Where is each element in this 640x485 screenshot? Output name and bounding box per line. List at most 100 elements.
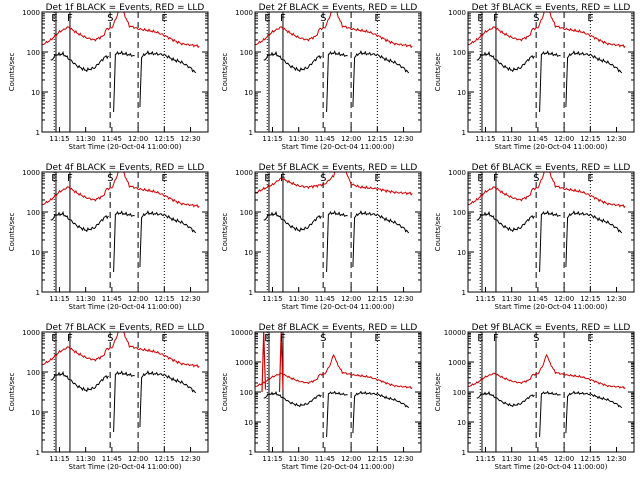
x-tick-label: 11:15 [262, 135, 282, 143]
x-tick-label: 11:45 [315, 295, 335, 303]
lld-series-line [42, 12, 200, 49]
marker-label: F [493, 173, 499, 184]
marker-label: E [374, 173, 380, 184]
marker-label: E [477, 173, 483, 184]
y-tick-label: 100 [453, 389, 466, 397]
marker-label: E [51, 13, 57, 24]
lld-series-line [255, 172, 413, 196]
marker-label: F [280, 333, 286, 344]
y-tick-label: 10 [244, 89, 253, 97]
plot-area [42, 172, 200, 292]
marker-label: F [493, 333, 499, 344]
x-tick-label: 12:15 [154, 135, 174, 143]
x-tick-label: 12:00 [128, 295, 148, 303]
panel-title: Det 5f BLACK = Events, RED = LLD [259, 163, 418, 173]
y-tick-label: 10 [31, 409, 40, 417]
y-tick-label: 1 [462, 129, 466, 137]
x-tick-label: 11:30 [289, 135, 309, 143]
marker-label: F [67, 333, 73, 344]
events-series-line [113, 50, 135, 113]
plot-area [468, 332, 626, 452]
x-tick-label: 12:15 [154, 455, 174, 463]
x-tick-label: 12:30 [393, 455, 413, 463]
lld-spike [278, 332, 284, 393]
x-axis-label: Start Time (20-Oct-04 11:00:00) [282, 463, 395, 471]
x-tick-label: 11:15 [262, 455, 282, 463]
events-series-line [476, 391, 535, 408]
marker-label: E [264, 333, 270, 344]
lld-spike [261, 332, 267, 393]
y-tick-label: 100 [27, 49, 40, 57]
x-axis-label: Start Time (20-Oct-04 11:00:00) [69, 143, 182, 151]
events-series-line [539, 390, 561, 438]
x-axis-label: Start Time (20-Oct-04 11:00:00) [282, 303, 395, 311]
y-axis-label: Counts/sec [434, 53, 442, 92]
x-tick-label: 12:15 [580, 455, 600, 463]
y-axis-label: Counts/sec [8, 213, 16, 252]
marker-label: S [320, 333, 326, 344]
x-tick-label: 12:30 [606, 455, 626, 463]
panel-title: Det 8f BLACK = Events, RED = LLD [259, 323, 418, 333]
plot-area [255, 332, 413, 452]
y-tick-label: 1 [249, 289, 253, 297]
y-tick-label: 1000 [22, 169, 40, 177]
x-axis-label: Start Time (20-Oct-04 11:00:00) [495, 463, 608, 471]
x-tick-label: 12:15 [367, 455, 387, 463]
marker-label: S [320, 13, 326, 24]
y-tick-label: 1000 [22, 329, 40, 337]
x-tick-label: 12:15 [367, 135, 387, 143]
x-tick-label: 12:00 [128, 135, 148, 143]
marker-label: S [533, 173, 539, 184]
plot-area [255, 12, 413, 132]
events-series-line [113, 370, 135, 433]
x-tick-label: 11:30 [289, 295, 309, 303]
y-tick-label: 1 [36, 449, 40, 457]
y-tick-label: 10 [457, 249, 466, 257]
x-tick-label: 12:15 [367, 295, 387, 303]
marker-label: E [477, 13, 483, 24]
x-tick-label: 11:30 [76, 455, 96, 463]
y-tick-label: 100 [27, 209, 40, 217]
x-tick-label: 11:30 [502, 455, 522, 463]
x-tick-label: 11:30 [289, 455, 309, 463]
x-tick-label: 12:00 [341, 295, 361, 303]
marker-label: S [107, 173, 113, 184]
events-series-line [539, 210, 561, 273]
lld-series-line [255, 353, 413, 390]
marker-label: F [493, 13, 499, 24]
y-axis-label: Counts/sec [221, 213, 229, 252]
lld-series-line [468, 12, 626, 49]
x-tick-label: 11:45 [528, 455, 548, 463]
marker-label: S [320, 173, 326, 184]
plot-frame [41, 171, 209, 293]
events-series-line [565, 390, 623, 434]
marker-label: F [280, 173, 286, 184]
events-series-line [476, 210, 535, 233]
x-tick-label: 11:45 [315, 135, 335, 143]
marker-label: E [374, 13, 380, 24]
y-tick-label: 10 [457, 89, 466, 97]
plot-area [42, 332, 200, 452]
x-axis-label: Start Time (20-Oct-04 11:00:00) [69, 463, 182, 471]
marker-label: E [161, 333, 167, 344]
marker-label: E [477, 333, 483, 344]
y-axis-label: Counts/sec [434, 373, 442, 412]
y-tick-label: 10 [244, 249, 253, 257]
marker-label: E [374, 333, 380, 344]
y-tick-label: 10 [31, 249, 40, 257]
y-tick-label: 1 [462, 449, 466, 457]
x-tick-label: 11:45 [528, 135, 548, 143]
y-axis-label: Counts/sec [221, 53, 229, 92]
plot-area [468, 172, 626, 292]
plot-frame [254, 171, 422, 293]
plot-area [42, 12, 200, 132]
x-tick-label: 12:30 [180, 295, 200, 303]
marker-label: S [107, 333, 113, 344]
events-series-line [139, 370, 197, 428]
y-axis-label: Counts/sec [221, 373, 229, 412]
events-series-line [263, 391, 322, 408]
y-tick-label: 1000 [235, 9, 253, 17]
